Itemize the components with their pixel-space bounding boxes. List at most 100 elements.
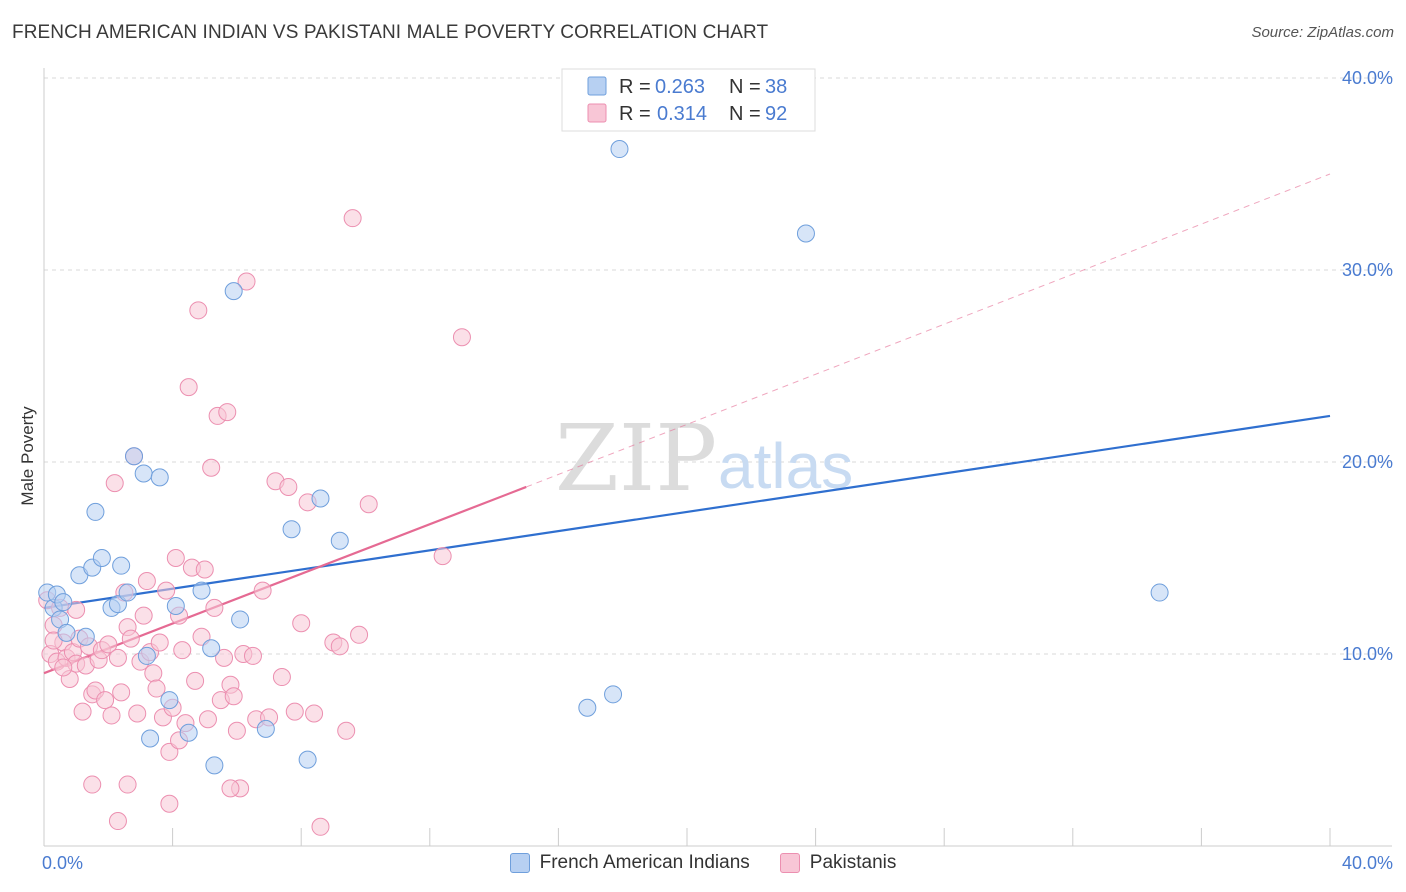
- point-blue: [125, 447, 144, 466]
- point-pink: [96, 691, 115, 710]
- point-blue: [134, 464, 153, 483]
- point-pink: [137, 572, 156, 591]
- point-pink: [99, 635, 118, 654]
- point-blue: [330, 531, 349, 550]
- point-pink: [134, 606, 153, 625]
- point-blue: [150, 468, 169, 487]
- legend-swatch-blue: [587, 76, 607, 96]
- point-pink: [202, 458, 221, 477]
- legend-r-value-pink: 0.314: [657, 103, 707, 125]
- point-blue: [192, 581, 211, 600]
- point-pink: [102, 706, 121, 725]
- point-pink: [253, 581, 272, 600]
- point-pink: [215, 648, 234, 667]
- point-blue: [137, 646, 156, 665]
- point-pink: [173, 641, 192, 660]
- legend-r-label-pink: R =: [619, 103, 651, 125]
- point-blue: [256, 719, 275, 738]
- point-pink: [83, 775, 102, 794]
- point-pink: [218, 403, 237, 422]
- point-blue: [57, 623, 76, 642]
- point-pink: [227, 721, 246, 740]
- point-pink: [73, 702, 92, 721]
- point-pink: [166, 549, 185, 567]
- y-tick-label: 10.0%: [1342, 644, 1393, 664]
- point-pink: [160, 742, 179, 761]
- point-pink: [150, 633, 169, 652]
- point-blue: [578, 698, 597, 717]
- x-tick-label: 0.0%: [42, 853, 83, 873]
- point-pink: [279, 477, 298, 496]
- point-blue: [166, 597, 185, 615]
- point-pink: [108, 812, 127, 831]
- point-blue: [311, 489, 330, 508]
- point-pink: [198, 710, 217, 729]
- source-label: Source: ZipAtlas.com: [1251, 24, 1394, 41]
- point-blue: [202, 639, 221, 658]
- legend-label-pakistanis: Pakistanis: [809, 852, 897, 873]
- point-pink: [343, 209, 362, 228]
- point-blue: [179, 723, 198, 742]
- x-tick-label: 40.0%: [1342, 853, 1393, 873]
- legend-n-value-pink: 92: [765, 103, 787, 125]
- legend-n-label-pink: N =: [729, 103, 761, 125]
- point-blue: [54, 593, 73, 612]
- point-pink: [147, 679, 166, 698]
- point-pink: [189, 301, 208, 320]
- point-pink: [205, 598, 224, 617]
- point-pink: [128, 704, 147, 723]
- stats-legend: R = 0.263 N = 38 R = 0.314 N = 92: [561, 68, 816, 132]
- point-blue: [282, 520, 301, 539]
- point-blue: [796, 224, 815, 243]
- point-blue: [298, 750, 317, 769]
- point-blue: [76, 627, 95, 646]
- point-pink: [108, 648, 127, 667]
- point-pink: [54, 658, 73, 677]
- gridlines: [44, 77, 1392, 655]
- point-pink: [330, 637, 349, 656]
- point-blue: [205, 756, 224, 775]
- point-pink: [160, 794, 179, 813]
- point-pink: [305, 704, 324, 723]
- point-blue: [92, 549, 111, 567]
- legend-label-french-american-indians: French American Indians: [539, 852, 750, 873]
- point-blue: [108, 595, 127, 614]
- point-pink: [359, 495, 378, 514]
- legend-r-value-blue: 0.263: [655, 76, 705, 98]
- legend-n-label-blue: N =: [729, 76, 761, 98]
- point-pink: [350, 625, 369, 644]
- point-pink: [112, 683, 131, 702]
- point-blue: [604, 685, 623, 704]
- point-pink: [285, 702, 304, 721]
- point-blue: [141, 729, 160, 748]
- y-axis-label: Male Poverty: [18, 406, 37, 506]
- point-blue: [86, 502, 105, 521]
- data-points: [38, 140, 1169, 836]
- legend-r-label-blue: R =: [619, 76, 651, 98]
- point-pink: [243, 646, 262, 665]
- point-pink: [192, 627, 211, 646]
- point-pink: [292, 614, 311, 633]
- point-pink: [157, 581, 176, 600]
- legend-swatch-pakistanis: [779, 853, 800, 873]
- trend-extension-pink: [526, 173, 1331, 488]
- point-pink: [452, 328, 471, 347]
- point-pink: [224, 687, 243, 706]
- point-pink: [237, 272, 256, 291]
- point-pink: [311, 817, 330, 836]
- trend-line-blue: [43, 414, 1331, 610]
- legend-item-french-american-indians[interactable]: French American Indians: [509, 852, 750, 874]
- point-pink: [186, 671, 205, 690]
- y-tick-label: 40.0%: [1342, 68, 1393, 88]
- point-pink: [121, 629, 140, 648]
- point-pink: [118, 775, 137, 794]
- y-tick-label: 30.0%: [1342, 260, 1393, 280]
- point-pink: [337, 721, 356, 740]
- tick-labels: 10.0% 20.0% 30.0% 40.0% 0.0% 40.0%: [42, 68, 1393, 873]
- point-blue: [224, 282, 243, 301]
- point-pink: [105, 474, 124, 493]
- point-blue: [1150, 583, 1169, 602]
- legend-item-pakistanis[interactable]: Pakistanis: [779, 852, 897, 874]
- chart-title: FRENCH AMERICAN INDIAN VS PAKISTANI MALE…: [12, 22, 769, 43]
